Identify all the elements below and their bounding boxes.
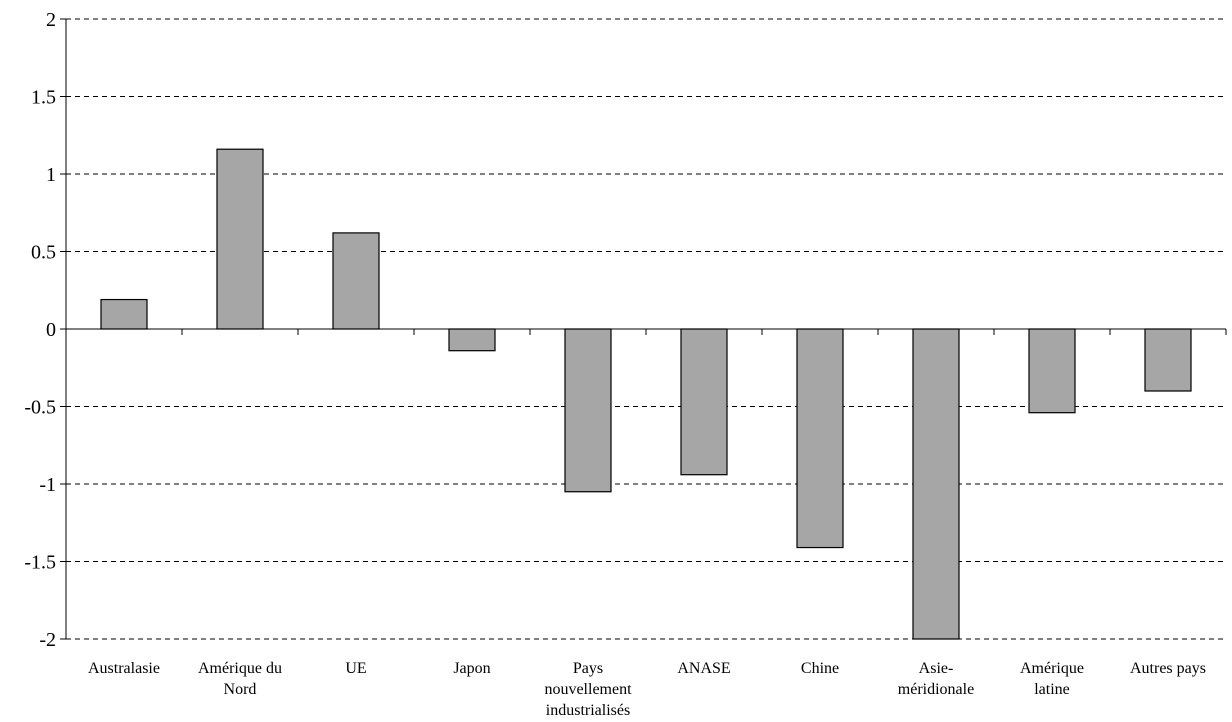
bar (1144, 328, 1192, 392)
y-tick-label: -1.5 (24, 552, 56, 574)
bar (796, 328, 844, 549)
y-tick-label: -2 (39, 629, 56, 651)
x-category-label: ANASE (677, 660, 730, 677)
y-tick-label: 0.5 (31, 242, 56, 264)
y-tick-labels: 2 1.5 1 0.5 0 -0.5 -1 -1.5 -2 (24, 9, 56, 651)
bar (216, 148, 264, 330)
bar (332, 232, 380, 330)
y-tick-label: -1 (39, 474, 56, 496)
bar (448, 328, 496, 352)
bar (564, 328, 612, 493)
x-category-label: Japon (453, 660, 490, 677)
x-category-label: UE (345, 660, 366, 677)
bar (1028, 328, 1076, 414)
x-category-label: Pays nouvellement industrialisés (544, 660, 632, 719)
y-tick-label: 1 (46, 164, 56, 186)
x-category-labels: Australasie Amérique du Nord UE Japon Pays nou… (88, 660, 1206, 719)
y-tick-label: 0 (46, 319, 56, 341)
y-tick-label: -0.5 (24, 397, 56, 419)
bars (100, 148, 1192, 640)
y-tick-label: 1.5 (31, 87, 56, 109)
bar (680, 328, 728, 476)
bar (912, 328, 960, 640)
x-category-label: Amérique du Nord (198, 660, 282, 698)
x-category-label: Asie-méridionale (898, 660, 974, 698)
bar (100, 298, 148, 330)
x-category-label: Autres pays (1130, 660, 1206, 677)
y-tick-label: 2 (46, 9, 56, 31)
x-category-label: Chine (801, 660, 839, 677)
x-category-label: Australasie (88, 660, 160, 677)
x-category-label: Amérique latine (1020, 660, 1084, 698)
